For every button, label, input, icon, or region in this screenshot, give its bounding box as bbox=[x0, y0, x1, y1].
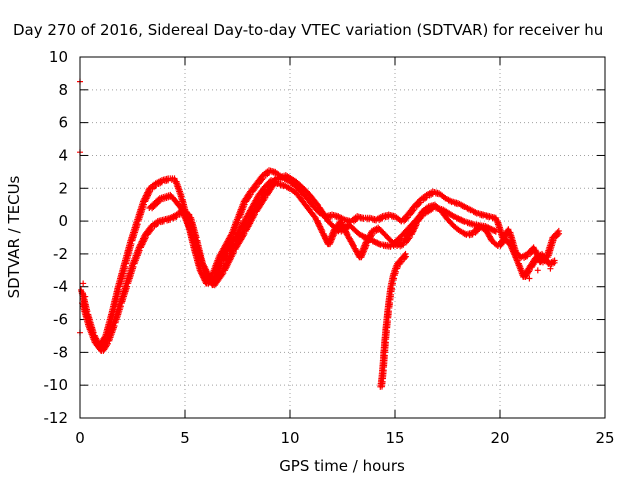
y-axis-ticks: -12 -10 -8 -6 -4 -2 0 2 4 6 8 10 bbox=[44, 48, 605, 427]
y-tick-label: -10 bbox=[44, 376, 69, 394]
data-point bbox=[402, 250, 409, 257]
data-point bbox=[391, 275, 398, 282]
x-axis-label: GPS time / hours bbox=[279, 457, 405, 475]
data-point bbox=[389, 285, 396, 292]
x-tick-label: 15 bbox=[385, 429, 404, 447]
data-point bbox=[547, 265, 554, 272]
y-tick-label: 2 bbox=[58, 179, 68, 197]
data-points bbox=[77, 78, 563, 390]
data-point bbox=[555, 227, 562, 234]
data-point bbox=[390, 280, 396, 287]
data-point bbox=[492, 227, 499, 234]
chart-title: Day 270 of 2016, Sidereal Day-to-day VTE… bbox=[13, 21, 603, 39]
x-axis-ticks: 0 5 10 15 20 25 bbox=[75, 57, 615, 447]
data-point bbox=[534, 267, 541, 274]
y-tick-label: -6 bbox=[53, 311, 68, 329]
series-track-c bbox=[146, 172, 499, 289]
y-tick-label: 10 bbox=[49, 48, 68, 66]
data-point bbox=[115, 286, 122, 293]
x-tick-label: 10 bbox=[280, 429, 299, 447]
y-tick-label: -12 bbox=[44, 409, 69, 427]
y-tick-label: -2 bbox=[53, 245, 68, 263]
data-point bbox=[526, 275, 533, 282]
y-tick-label: 8 bbox=[58, 81, 68, 99]
x-tick-label: 0 bbox=[75, 429, 85, 447]
x-tick-label: 25 bbox=[595, 429, 614, 447]
y-axis-label: SDTVAR / TECUs bbox=[5, 175, 23, 298]
y-tick-label: -8 bbox=[53, 343, 68, 361]
x-tick-label: 5 bbox=[180, 429, 190, 447]
data-point bbox=[551, 257, 558, 264]
series-dip bbox=[377, 250, 409, 390]
data-point bbox=[82, 293, 89, 300]
x-tick-label: 20 bbox=[490, 429, 509, 447]
y-tick-label: -4 bbox=[53, 278, 68, 296]
plot-frame bbox=[79, 56, 606, 419]
y-tick-label: 0 bbox=[58, 212, 68, 230]
y-tick-label: 6 bbox=[58, 114, 68, 132]
data-point bbox=[80, 280, 87, 287]
y-tick-label: 4 bbox=[58, 146, 68, 164]
